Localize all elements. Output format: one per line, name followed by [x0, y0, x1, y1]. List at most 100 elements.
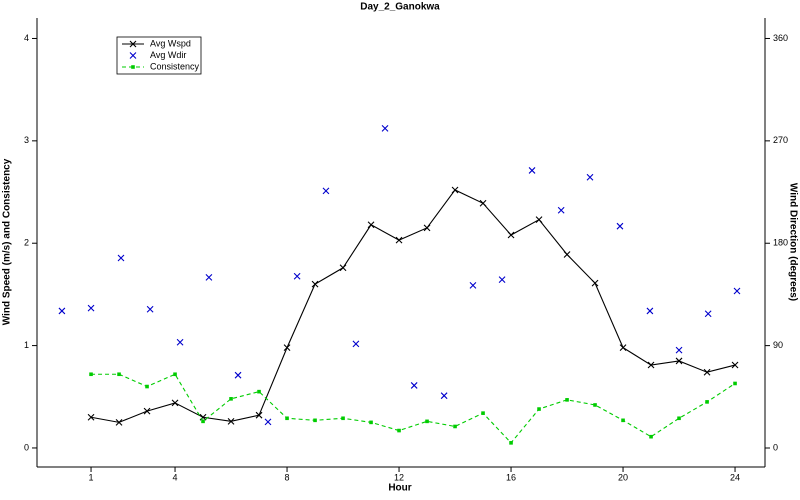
marker — [535, 216, 543, 224]
marker — [255, 411, 263, 419]
marker — [176, 338, 184, 346]
marker — [229, 397, 233, 401]
y-tick-label: 1 — [24, 340, 29, 350]
x-tick-label: 24 — [730, 472, 740, 482]
marker — [733, 381, 737, 386]
marker — [129, 40, 137, 48]
marker — [453, 424, 457, 429]
x-tick-label: 4 — [173, 472, 178, 482]
marker — [440, 392, 448, 400]
marker — [410, 382, 418, 389]
marker — [146, 305, 154, 313]
marker — [733, 287, 741, 295]
marker — [367, 221, 375, 229]
marker — [423, 224, 431, 232]
marker — [425, 419, 429, 424]
marker — [509, 441, 513, 445]
marker — [565, 398, 569, 402]
marker — [369, 420, 373, 425]
marker — [704, 310, 712, 318]
marker — [586, 173, 594, 181]
marker — [621, 418, 625, 423]
marker — [89, 372, 93, 377]
marker — [58, 307, 66, 315]
series-line — [90, 189, 736, 423]
x-tick-label: 1 — [89, 472, 94, 482]
marker — [381, 124, 389, 132]
x-axis-label: Hour — [388, 483, 411, 494]
marker — [143, 407, 151, 415]
marker — [117, 372, 121, 377]
marker — [117, 254, 125, 262]
y2-tick-label: 360 — [773, 33, 788, 43]
marker — [557, 206, 565, 214]
marker — [479, 199, 487, 207]
marker — [115, 418, 123, 426]
marker — [395, 236, 403, 244]
marker — [507, 231, 515, 239]
y-tick-label: 0 — [24, 442, 29, 452]
marker — [677, 416, 681, 421]
y2-tick-label: 90 — [773, 340, 783, 350]
marker — [341, 416, 345, 421]
y-tick-label: 4 — [24, 33, 29, 43]
series-line — [91, 373, 736, 444]
marker — [285, 416, 289, 421]
marker — [257, 389, 261, 394]
marker — [481, 411, 485, 415]
marker — [313, 418, 317, 423]
marker — [131, 65, 135, 69]
marker — [703, 368, 711, 376]
x-tick-label: 8 — [285, 472, 290, 482]
marker — [264, 418, 272, 426]
marker — [205, 273, 213, 281]
marker — [591, 279, 599, 287]
marker — [201, 419, 205, 424]
marker — [563, 251, 571, 258]
marker — [619, 344, 627, 352]
marker — [283, 344, 291, 352]
x-tick-label: 12 — [394, 472, 404, 482]
marker — [129, 52, 137, 59]
marker — [537, 407, 541, 411]
marker — [675, 346, 683, 354]
marker — [451, 186, 459, 194]
marker — [173, 372, 177, 377]
y2-axis-label: Wind Direction (degrees) — [787, 183, 798, 301]
marker — [705, 400, 709, 404]
y2-tick-label: 270 — [773, 135, 788, 145]
legend-box — [116, 36, 202, 75]
marker — [646, 307, 654, 315]
legend-label: Avg Wdir — [150, 50, 186, 60]
marker — [498, 276, 506, 284]
marker — [528, 167, 536, 174]
marker — [322, 187, 330, 195]
marker — [234, 371, 242, 379]
y-axis-label: Wind Speed (m/s) and Consistency — [2, 158, 13, 325]
marker — [649, 434, 653, 439]
x-tick-label: 16 — [506, 472, 516, 482]
marker — [731, 361, 739, 369]
marker — [675, 357, 683, 365]
marker — [352, 340, 360, 348]
marker — [293, 272, 301, 280]
marker — [339, 264, 347, 272]
x-tick-label: 20 — [618, 472, 628, 482]
marker — [397, 428, 401, 433]
marker — [145, 384, 149, 389]
marker — [87, 413, 95, 421]
legend-label: Avg Wspd — [150, 38, 191, 48]
marker — [171, 399, 179, 407]
marker — [227, 417, 235, 425]
marker — [647, 361, 655, 369]
y-tick-label: 3 — [24, 135, 29, 145]
marker — [469, 281, 477, 289]
marker — [87, 304, 95, 312]
y2-tick-label: 180 — [773, 238, 788, 248]
y-tick-label: 2 — [24, 238, 29, 248]
marker — [616, 222, 624, 230]
y2-tick-label: 0 — [773, 442, 778, 452]
marker — [199, 413, 207, 421]
